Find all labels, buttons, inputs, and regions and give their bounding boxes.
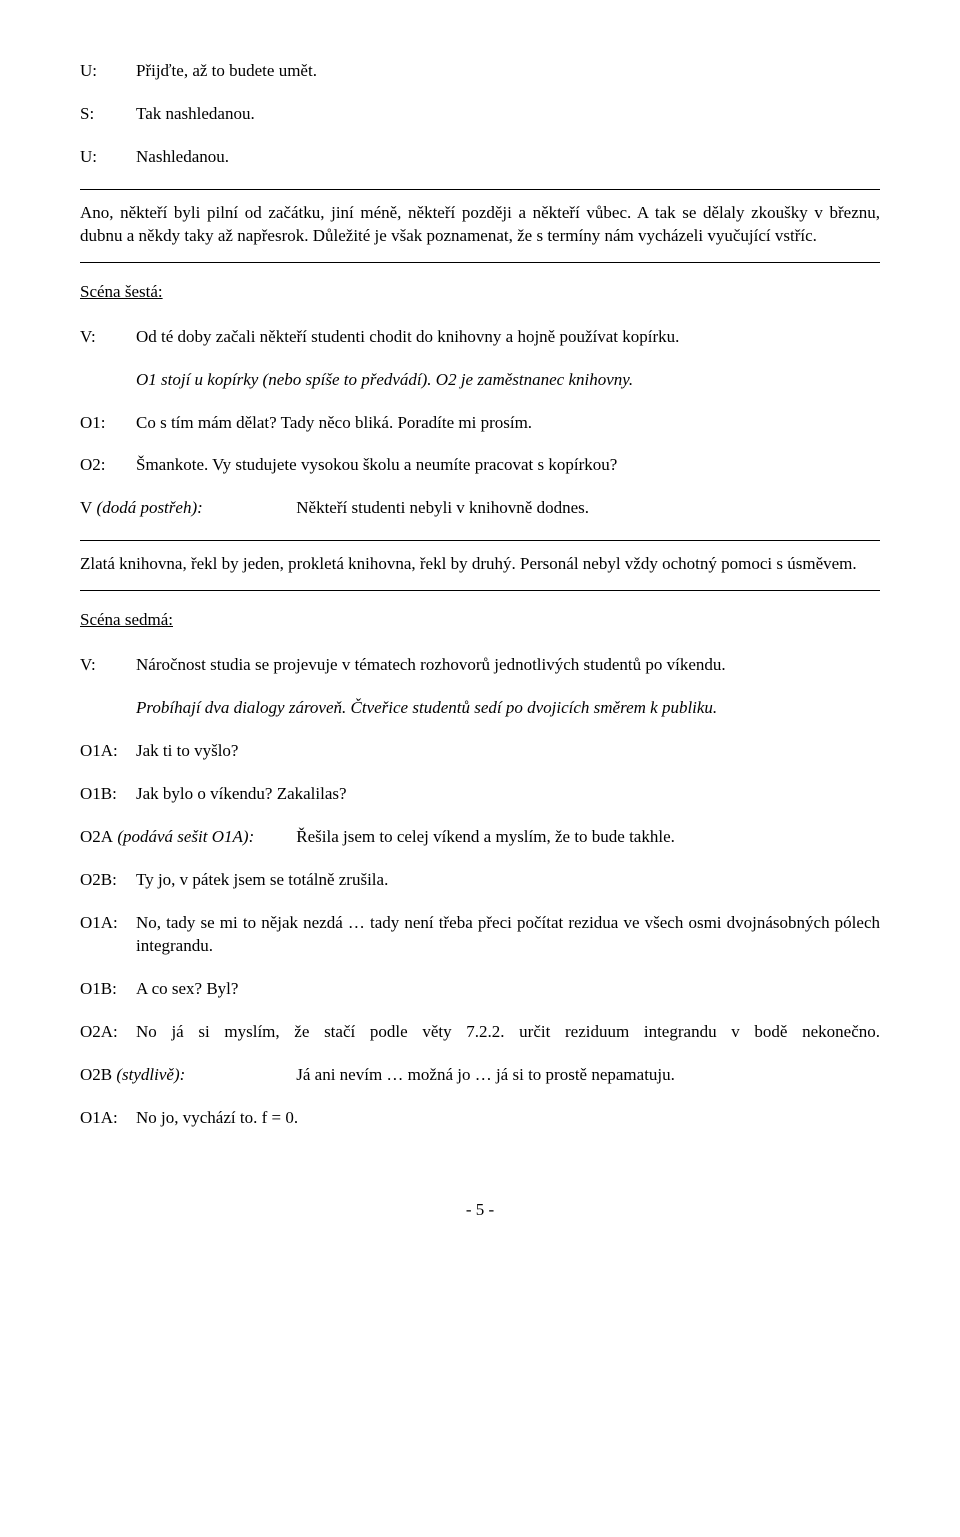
dialog-text: A co sex? Byl? (136, 978, 880, 1001)
dialog-text: Ty jo, v pátek jsem se totálně zrušila. (136, 869, 880, 892)
speaker-label: U: (80, 60, 136, 83)
dialog-line: O1A: Jak ti to vyšlo? (80, 740, 880, 763)
dialog-text: Jak ti to vyšlo? (136, 740, 880, 763)
divider (80, 262, 880, 263)
speaker-label: O1A: (80, 912, 136, 958)
divider (80, 590, 880, 591)
scene-heading: Scéna šestá: (80, 281, 880, 304)
dialog-line: O2A: No já si myslím, že stačí podle vět… (80, 1021, 880, 1044)
stage-direction-inline: (stydlivě): (112, 1065, 185, 1084)
dialog-line: O1B: Jak bylo o víkendu? Zakalilas? (80, 783, 880, 806)
dialog-line: V: Náročnost studia se projevuje v témat… (80, 654, 880, 677)
dialog-text: Řešila jsem to celej víkend a myslím, že… (296, 827, 675, 846)
dialog-text: Tak nashledanou. (136, 103, 880, 126)
speaker-label: O2A: (80, 1021, 136, 1044)
dialog-text: Já ani nevím … možná jo … já si to prost… (296, 1065, 675, 1084)
dialog-text: Jak bylo o víkendu? Zakalilas? (136, 783, 880, 806)
speaker-label: O1A: (80, 740, 136, 763)
dialog-line: V: Od té doby začali někteří studenti ch… (80, 326, 880, 349)
dialog-text: No, tady se mi to nějak nezdá … tady nen… (136, 912, 880, 958)
speaker-label: O2B: (80, 869, 136, 892)
dialog-text: No jo, vychází to. f = 0. (136, 1107, 880, 1130)
dialog-text: No já si myslím, že stačí podle věty 7.2… (136, 1021, 880, 1044)
speaker-label: O1B: (80, 783, 136, 806)
dialog-line: O1A: No, tady se mi to nějak nezdá … tad… (80, 912, 880, 958)
dialog-line: U: Nashledanou. (80, 146, 880, 169)
dialog-line-inline: O2A (podává sešit O1A): Řešila jsem to c… (80, 826, 880, 849)
dialog-text: Nashledanou. (136, 146, 880, 169)
scene-heading: Scéna sedmá: (80, 609, 880, 632)
dialog-line: U: Přijďte, až to budete umět. (80, 60, 880, 83)
stage-direction-inline: (dodá postřeh): (92, 498, 202, 517)
speaker-label: O2B (80, 1065, 112, 1084)
dialog-line: O1: Co s tím mám dělat? Tady něco bliká.… (80, 412, 880, 435)
dialog-line: O2B: Ty jo, v pátek jsem se totálně zruš… (80, 869, 880, 892)
speaker-label: O1: (80, 412, 136, 435)
speaker-label: O1B: (80, 978, 136, 1001)
dialog-line: S: Tak nashledanou. (80, 103, 880, 126)
speaker-label: U: (80, 146, 136, 169)
page-number: - 5 - (80, 1199, 880, 1222)
dialog-text: Přijďte, až to budete umět. (136, 60, 880, 83)
dialog-line: O1B: A co sex? Byl? (80, 978, 880, 1001)
dialog-line: O1A: No jo, vychází to. f = 0. (80, 1107, 880, 1130)
dialog-line: O2: Šmankote. Vy studujete vysokou školu… (80, 454, 880, 477)
speaker-label: V: (80, 326, 136, 349)
narration-text: Ano, někteří byli pilní od začátku, jiní… (80, 202, 880, 248)
dialog-line-inline: V (dodá postřeh): Někteří studenti nebyl… (80, 497, 880, 520)
dialog-text: Šmankote. Vy studujete vysokou školu a n… (136, 454, 880, 477)
stage-direction-inline: (podává sešit O1A): (113, 827, 254, 846)
dialog-line-inline: O2B (stydlivě): Já ani nevím … možná jo … (80, 1064, 880, 1087)
speaker-label: O1A: (80, 1107, 136, 1130)
divider (80, 189, 880, 190)
speaker-label: S: (80, 103, 136, 126)
dialog-text: Náročnost studia se projevuje v tématech… (136, 654, 880, 677)
divider (80, 540, 880, 541)
dialog-text: Co s tím mám dělat? Tady něco bliká. Por… (136, 412, 880, 435)
dialog-text: Někteří studenti nebyli v knihovně dodne… (296, 498, 589, 517)
speaker-label: O2A (80, 827, 113, 846)
speaker-label: V (80, 498, 92, 517)
speaker-label: V: (80, 654, 136, 677)
speaker-label: O2: (80, 454, 136, 477)
narration-text: Zlatá knihovna, řekl by jeden, prokletá … (80, 553, 880, 576)
stage-direction: Probíhají dva dialogy zároveň. Čtveřice … (136, 697, 880, 720)
dialog-text: Od té doby začali někteří studenti chodi… (136, 326, 880, 349)
stage-direction: O1 stojí u kopírky (nebo spíše to předvá… (136, 369, 880, 392)
